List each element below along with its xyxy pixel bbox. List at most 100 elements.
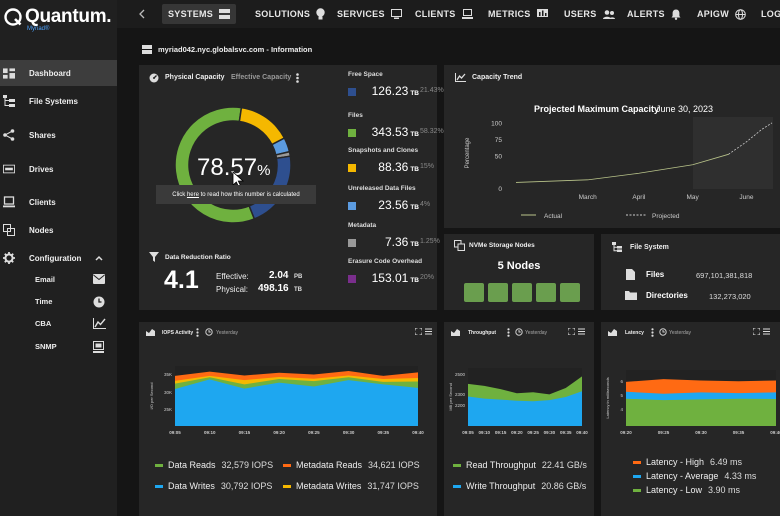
sidebar-item-email[interactable]: Email: [0, 271, 117, 289]
latency-chart: 09:20 09:25 09:30 09:35 09:40 4 5 6 Latency in m…: [605, 370, 780, 435]
tab-metrics[interactable]: METRICS: [488, 0, 548, 28]
nodes-icon: [454, 240, 465, 251]
legend-value: 31,747 IOPS: [367, 481, 419, 491]
sidebar-item-drives[interactable]: Drives: [0, 156, 117, 182]
legend-item[interactable]: Metadata Reads 34,621 IOPS: [283, 460, 420, 470]
legend-swatch: [453, 484, 461, 488]
legend-label: Read Throughput: [466, 460, 536, 470]
legend-item[interactable]: Read Throughput 22.41 GB/s: [453, 460, 587, 470]
legend-value: 30,792 IOPS: [220, 481, 273, 491]
capacity-row-value: 126.23 TB: [363, 84, 419, 98]
sidebar-item-label: Email: [35, 275, 56, 284]
file-icon: [626, 269, 635, 280]
capacity-row-number: 7.36: [384, 235, 409, 249]
legend-item[interactable]: Data Writes 30,792 IOPS: [155, 481, 272, 491]
capacity-row-swatch: [348, 239, 356, 247]
sidebar-item-nodes[interactable]: Nodes: [0, 217, 117, 243]
y-tick-label: 35K: [164, 372, 172, 377]
x-tick-label: 09:40: [770, 430, 780, 435]
tab-users[interactable]: USERS: [564, 0, 615, 28]
legend-value: 3.90 ms: [708, 485, 741, 495]
tab-label: SOLUTIONS: [255, 9, 311, 19]
laptop-icon: [461, 9, 473, 19]
legend-value: 34,621 IOPS: [368, 460, 420, 470]
y-tick-label: 100: [491, 121, 502, 128]
sidebar-item-configuration[interactable]: Configuration: [0, 245, 117, 271]
menu-icon[interactable]: [763, 328, 770, 335]
sidebar-item-clients[interactable]: Clients: [0, 189, 117, 215]
legend-item[interactable]: Latency - High 6.49 ms: [633, 457, 742, 467]
x-tick-label: 09:05: [462, 430, 474, 435]
sidebar-item-time[interactable]: Time: [0, 293, 117, 311]
donut-slice: [238, 106, 286, 146]
tab-apigw[interactable]: APIGW: [697, 0, 746, 28]
menu-icon[interactable]: [425, 328, 432, 335]
capacity-trend-panel: Capacity Trend Projected Maximum Capacit…: [444, 65, 780, 228]
nvme-count: 5 Nodes: [497, 260, 541, 272]
tab-solutions[interactable]: SOLUTIONS: [255, 0, 325, 28]
back-chevron-icon[interactable]: [139, 0, 145, 28]
sidebar-item-dashboard[interactable]: Dashboard: [0, 60, 117, 86]
node-tile[interactable]: [512, 283, 532, 302]
x-tick-label: 09:35: [733, 430, 745, 435]
clock-icon: [93, 296, 105, 308]
fs-title: File System: [630, 244, 669, 251]
effective-capacity-toggle[interactable]: Effective Capacity: [231, 74, 292, 81]
nodes-icon: [3, 224, 15, 236]
legend-swatch: [283, 484, 291, 488]
x-tick-label: 09:40: [576, 430, 588, 435]
legend-item[interactable]: Metadata Writes 31,747 IOPS: [283, 481, 419, 491]
sidebar-item-shares[interactable]: Shares: [0, 122, 117, 148]
legend-value: 22.41 GB/s: [541, 460, 587, 470]
kebab-menu-icon[interactable]: [296, 73, 299, 83]
legend-item[interactable]: Latency - Low 3.90 ms: [633, 485, 740, 495]
tooltip-link[interactable]: here: [186, 191, 199, 198]
x-tick-label: 09:10: [479, 430, 491, 435]
capacity-percent-display[interactable]: 78.57%: [197, 154, 270, 182]
monitor-icon: [93, 341, 105, 353]
node-tile[interactable]: [560, 283, 580, 302]
brand-logo[interactable]: Quantum. Myriad®: [4, 6, 112, 32]
sidebar-item-label: Dashboard: [29, 68, 71, 78]
legend-swatch: [633, 460, 641, 464]
capacity-row-value: 88.36 TB: [363, 160, 419, 174]
chevron-up-icon[interactable]: [95, 255, 103, 261]
history-icon[interactable]: [205, 328, 213, 336]
capacity-row-unit: TB: [410, 166, 419, 173]
node-tile[interactable]: [464, 283, 484, 302]
capacity-row-label: Free Space: [348, 71, 383, 78]
legend-item[interactable]: Write Throughput 20.86 GB/s: [453, 481, 586, 491]
y-axis-label: Percentage: [465, 137, 471, 168]
history-icon[interactable]: [515, 328, 523, 336]
trend-chart-date: June 30, 2023: [656, 104, 714, 114]
sidebar-item-file-systems[interactable]: File Systems: [0, 88, 117, 114]
main-content: myriad042.nyc.globalsvc.com - Informatio…: [117, 28, 780, 516]
sidebar-item-snmp[interactable]: SNMP: [0, 338, 117, 356]
capacity-row-percent: 15%: [420, 163, 435, 170]
tab-services[interactable]: SERVICES: [337, 0, 402, 28]
capacity-row-value: 343.53 TB: [363, 125, 419, 139]
kebab-menu-icon[interactable]: [196, 328, 199, 337]
area-series: [468, 391, 582, 426]
tab-log[interactable]: LOG: [761, 0, 780, 28]
capacity-row-unit: TB: [410, 131, 419, 138]
menu-icon[interactable]: [578, 328, 585, 335]
capacity-row-value: 23.56 TB: [363, 198, 419, 212]
kebab-menu-icon[interactable]: [651, 328, 654, 337]
tab-clients[interactable]: CLIENTS: [415, 0, 473, 28]
legend-item[interactable]: Data Reads 32,579 IOPS: [155, 460, 273, 470]
node-tile[interactable]: [488, 283, 508, 302]
kebab-menu-icon[interactable]: [507, 328, 510, 337]
x-tick-label: 09:25: [658, 430, 670, 435]
capacity-row-number: 153.01: [371, 271, 409, 285]
node-tile[interactable]: [536, 283, 556, 302]
history-icon[interactable]: [659, 328, 667, 336]
legend-swatch: [155, 484, 163, 488]
x-tick-label: 09:25: [527, 430, 539, 435]
top-nav: SYSTEMS SOLUTIONS SERVICES CLIENTS METRI…: [117, 0, 780, 28]
tab-alerts[interactable]: ALERTS: [627, 0, 681, 28]
sidebar-item-cba[interactable]: CBA: [0, 315, 117, 333]
tab-systems[interactable]: SYSTEMS: [162, 4, 237, 24]
legend-item[interactable]: Latency - Average 4.33 ms: [633, 471, 756, 481]
x-tick-label: June: [739, 194, 753, 201]
